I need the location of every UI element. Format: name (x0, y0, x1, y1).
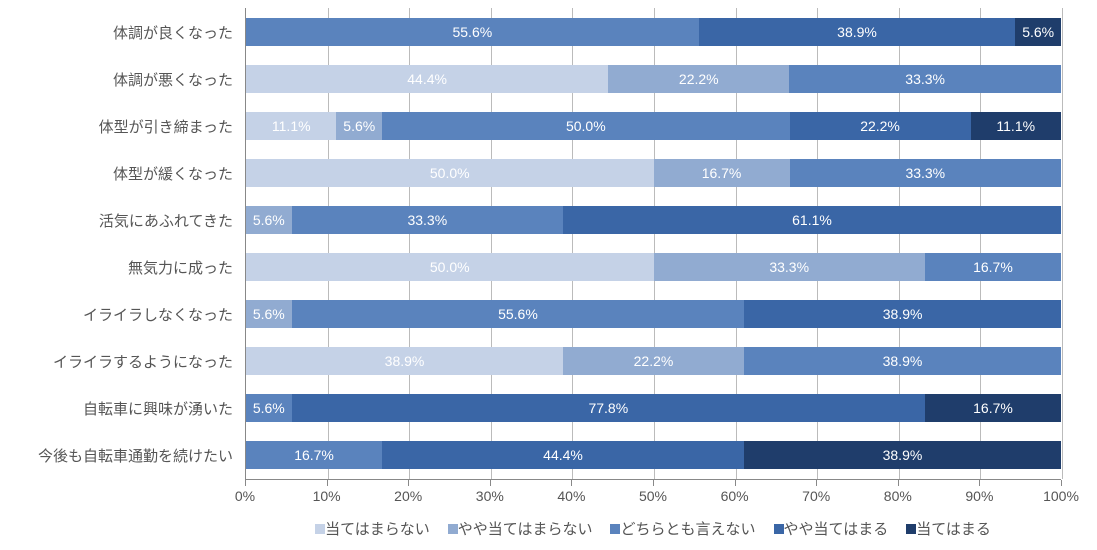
bar-row: 44.4%22.2%33.3% (246, 65, 1061, 93)
bar-segment: 50.0% (382, 112, 790, 140)
x-tick-mark (653, 480, 654, 486)
bar-row: 11.1%5.6%50.0%22.2%11.1% (246, 112, 1061, 140)
x-tick-label: 40% (557, 488, 585, 504)
y-axis-label: 活気にあふれてきた (0, 210, 233, 231)
y-axis-label: 体調が良くなった (0, 22, 233, 43)
bar-segment: 5.6% (1015, 18, 1061, 46)
x-tick-mark (408, 480, 409, 486)
bar-row: 5.6%77.8%16.7% (246, 394, 1061, 422)
legend-item: やや当てはまらない (448, 518, 593, 539)
bar-segment: 16.7% (925, 394, 1061, 422)
bar-segment: 5.6% (246, 300, 292, 328)
bar-segment: 5.6% (246, 206, 292, 234)
x-tick-mark (327, 480, 328, 486)
bar-segment: 77.8% (292, 394, 925, 422)
x-tick-label: 30% (476, 488, 504, 504)
bar-segment: 33.3% (654, 253, 925, 281)
x-tick-label: 50% (639, 488, 667, 504)
legend-label: やや当てはまる (784, 518, 889, 539)
bar-segment: 55.6% (246, 18, 699, 46)
y-axis-label: 体型が引き締まった (0, 116, 233, 137)
y-axis-label: 今後も自転車通勤を続けたい (0, 445, 233, 466)
bar-segment: 22.2% (608, 65, 789, 93)
x-tick-mark (1061, 480, 1062, 486)
x-tick-mark (979, 480, 980, 486)
bar-segment: 5.6% (246, 394, 292, 422)
bar-segment: 33.3% (789, 65, 1061, 93)
bar-segment: 22.2% (563, 347, 744, 375)
y-axis-label: 自転車に興味が湧いた (0, 398, 233, 419)
bar-segment: 44.4% (382, 441, 744, 469)
bar-segment: 50.0% (246, 253, 654, 281)
y-axis-label: 体調が悪くなった (0, 69, 233, 90)
x-tick-label: 70% (802, 488, 830, 504)
x-tick-mark (245, 480, 246, 486)
legend-item: やや当てはまる (774, 518, 889, 539)
bar-segment: 16.7% (654, 159, 790, 187)
bar-segment: 44.4% (246, 65, 608, 93)
legend-item: 当てはまる (906, 518, 991, 539)
x-tick-mark (490, 480, 491, 486)
x-tick-label: 0% (235, 488, 255, 504)
x-tick-label: 60% (721, 488, 749, 504)
plot-area: 55.6%38.9%5.6%44.4%22.2%33.3%11.1%5.6%50… (245, 8, 1061, 480)
stacked-bar-chart: 体調が良くなった体調が悪くなった体型が引き締まった体型が緩くなった活気にあふれて… (0, 0, 1097, 550)
y-axis-label: イライラするようになった (0, 351, 233, 372)
bar-segment: 38.9% (699, 18, 1016, 46)
legend-item: どちらとも言えない (610, 518, 755, 539)
gridline (1062, 8, 1063, 479)
bar-segment: 50.0% (246, 159, 654, 187)
bar-row: 16.7%44.4%38.9% (246, 441, 1061, 469)
bar-segment: 38.9% (246, 347, 563, 375)
bar-segment: 11.1% (971, 112, 1061, 140)
bar-row: 5.6%33.3%61.1% (246, 206, 1061, 234)
bar-segment: 55.6% (292, 300, 745, 328)
x-tick-mark (571, 480, 572, 486)
bar-segment: 38.9% (744, 441, 1061, 469)
bar-segment: 38.9% (744, 347, 1061, 375)
bar-row: 50.0%33.3%16.7% (246, 253, 1061, 281)
legend-label: やや当てはまらない (458, 518, 593, 539)
bar-row: 55.6%38.9%5.6% (246, 18, 1061, 46)
x-tick-label: 10% (313, 488, 341, 504)
bar-row: 50.0%16.7%33.3% (246, 159, 1061, 187)
bar-segment: 5.6% (336, 112, 382, 140)
legend-label: どちらとも言えない (620, 518, 755, 539)
legend-swatch (315, 524, 325, 534)
legend-swatch (906, 524, 916, 534)
bar-segment: 38.9% (744, 300, 1061, 328)
legend: 当てはまらない やや当てはまらない どちらとも言えない やや当てはまる 当てはまる (245, 518, 1061, 539)
x-tick-mark (816, 480, 817, 486)
legend-swatch (610, 524, 620, 534)
legend-swatch (448, 524, 458, 534)
y-axis-label: 体型が緩くなった (0, 163, 233, 184)
x-tick-mark (735, 480, 736, 486)
bar-row: 38.9%22.2%38.9% (246, 347, 1061, 375)
legend-label: 当てはまらない (325, 518, 430, 539)
bar-segment: 33.3% (292, 206, 563, 234)
bar-segment: 61.1% (563, 206, 1061, 234)
bar-row: 5.6%55.6%38.9% (246, 300, 1061, 328)
x-tick-label: 20% (394, 488, 422, 504)
legend-item: 当てはまらない (315, 518, 430, 539)
y-axis-label: イライラしなくなった (0, 304, 233, 325)
x-tick-label: 80% (884, 488, 912, 504)
bar-segment: 16.7% (925, 253, 1061, 281)
bar-segment: 22.2% (790, 112, 971, 140)
y-axis-label: 無気力に成った (0, 257, 233, 278)
bar-segment: 33.3% (790, 159, 1061, 187)
legend-swatch (774, 524, 784, 534)
legend-label: 当てはまる (916, 518, 991, 539)
bar-segment: 16.7% (246, 441, 382, 469)
x-tick-mark (898, 480, 899, 486)
x-tick-label: 100% (1043, 488, 1079, 504)
bar-segment: 11.1% (246, 112, 336, 140)
x-tick-label: 90% (965, 488, 993, 504)
